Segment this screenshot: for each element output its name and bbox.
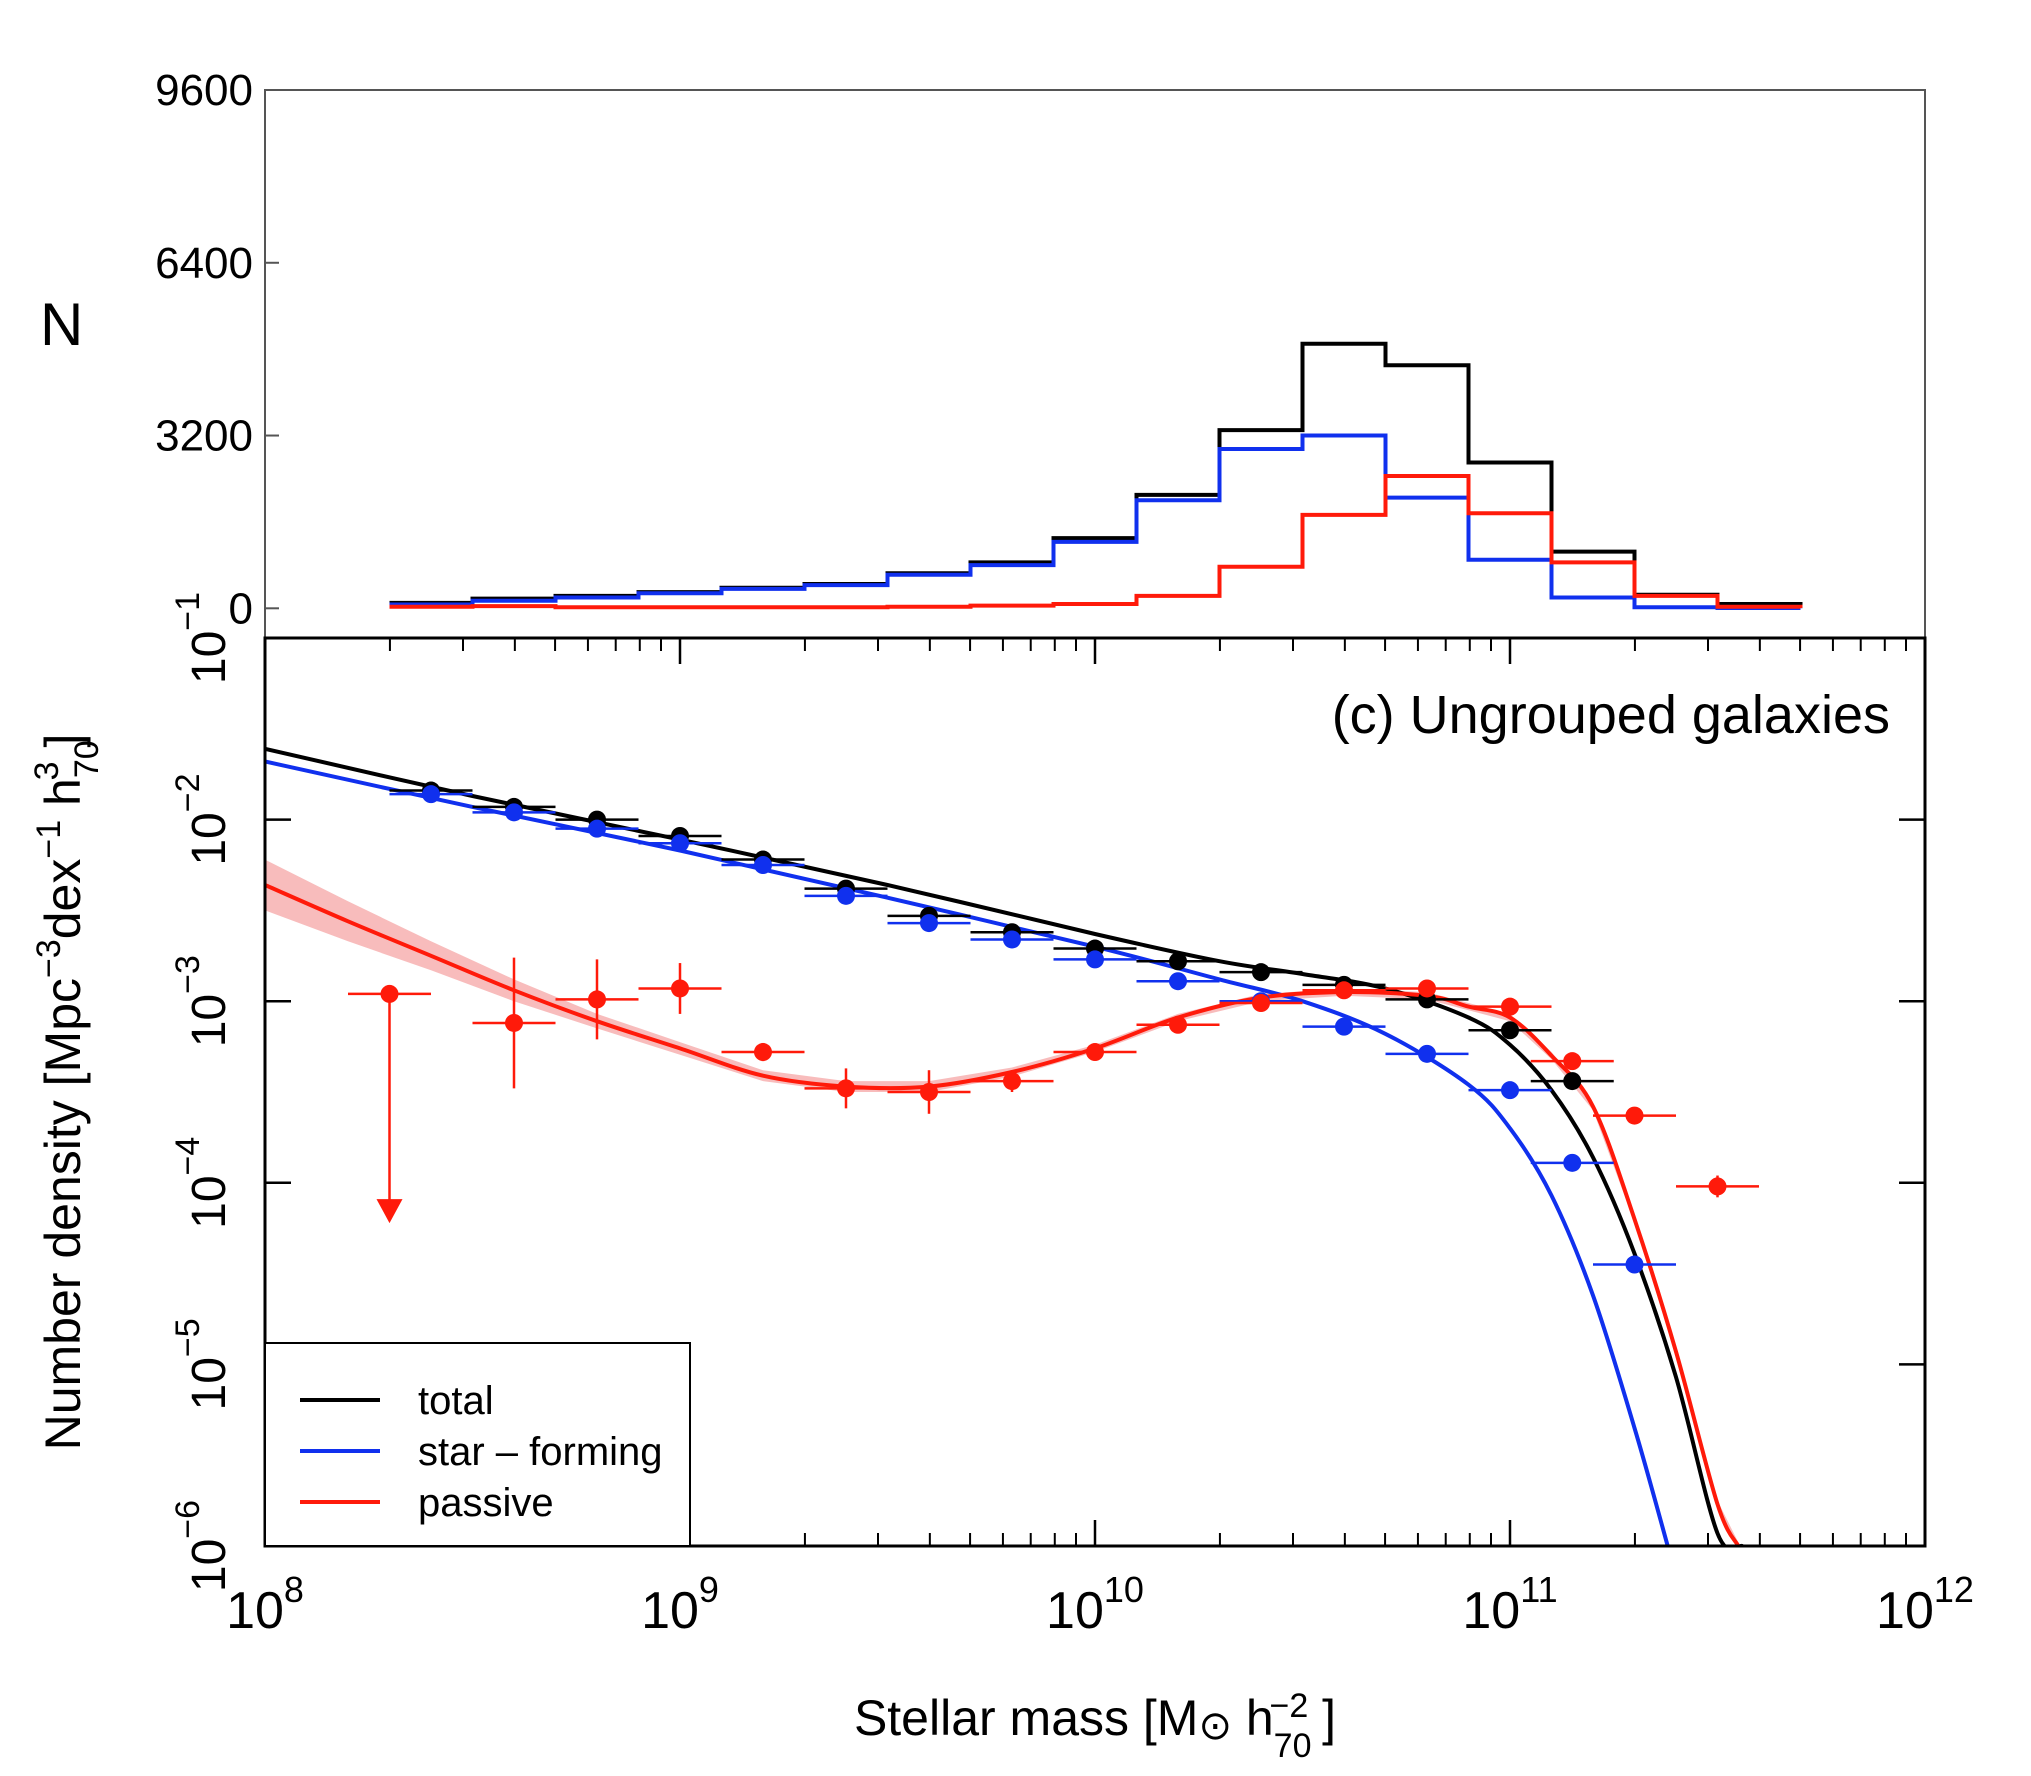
point-passive — [754, 1043, 772, 1062]
hist-star-forming — [389, 433, 1803, 610]
ytick-label: 10−3 — [169, 955, 236, 1047]
point-passive — [588, 990, 606, 1009]
point-passive — [671, 979, 689, 998]
point-star-forming — [1418, 1044, 1436, 1063]
x-axis-title: Stellar mass [M⊙ h70−2 ] — [854, 1687, 1336, 1765]
y-title-sup2: −1 — [30, 820, 68, 859]
point-star-forming — [754, 856, 772, 874]
top-ytick-label: 0 — [229, 584, 253, 633]
y-axis-title: Number density [Mpc−3dex−1 h703 ] — [28, 734, 106, 1451]
ytick-label: 10−5 — [169, 1318, 236, 1410]
point-star-forming — [1501, 1081, 1519, 1100]
point-passive — [1563, 1052, 1582, 1071]
passive-fit-band — [265, 859, 1739, 1546]
x-title-c: ] — [1308, 1690, 1336, 1746]
top-ytick-label: 3200 — [155, 412, 253, 461]
point-star-forming — [1003, 930, 1021, 949]
point-passive — [1335, 981, 1353, 1000]
point-passive — [1625, 1106, 1644, 1125]
legend: total star – forming passive — [264, 1342, 691, 1547]
legend-box — [264, 1342, 691, 1547]
x-title-sub: 70 — [1274, 1727, 1312, 1765]
x-title-b: h — [1232, 1690, 1274, 1746]
point-star-forming — [588, 819, 606, 838]
top-ytick-label: 9600 — [155, 66, 253, 115]
ytick-label: 10−4 — [169, 1137, 236, 1229]
point-passive — [837, 1079, 855, 1098]
point-total — [1563, 1072, 1582, 1091]
legend-label: star – forming — [418, 1430, 663, 1474]
point-star-forming — [1169, 972, 1187, 991]
point-star-forming — [1335, 1017, 1353, 1036]
top-ylabel: N — [40, 291, 83, 358]
point-passive — [1003, 1072, 1021, 1091]
point-passive — [920, 1083, 938, 1101]
point-passive — [505, 1013, 523, 1032]
bottom-plot-area — [265, 746, 1759, 1546]
top-panel-frame — [264, 89, 1926, 639]
point-star-forming — [920, 914, 938, 933]
upper-limit-arrow — [376, 1199, 403, 1224]
point-total — [1252, 963, 1270, 982]
point-star-forming — [422, 785, 440, 804]
hist-passive — [389, 474, 1803, 610]
y-title-a: Number density [Mpc — [35, 978, 91, 1450]
x-title-sup: −2 — [1270, 1687, 1309, 1725]
y-title-sup1: −3 — [30, 939, 68, 978]
xtick-label: 1011 — [1462, 1569, 1557, 1640]
point-total — [1501, 1021, 1519, 1040]
point-star-forming — [1625, 1255, 1644, 1274]
point-star-forming — [671, 834, 689, 853]
legend-label: total — [418, 1379, 494, 1423]
point-passive — [1252, 994, 1270, 1013]
y-title-c: h — [35, 778, 91, 820]
xtick-label: 1012 — [1876, 1569, 1974, 1640]
hist-total — [389, 341, 1803, 608]
point-passive — [1086, 1043, 1104, 1062]
y-title-b: dex — [35, 859, 91, 940]
y-title-sup3: 3 — [28, 761, 66, 780]
point-passive — [1169, 1015, 1187, 1034]
top-ytick-label: 6400 — [155, 239, 253, 288]
xtick-label: 1010 — [1046, 1569, 1144, 1640]
point-star-forming — [837, 886, 855, 905]
panel-title: (c) Ungrouped galaxies — [1332, 685, 1890, 745]
point-total — [1169, 952, 1187, 971]
point-star-forming — [1086, 950, 1104, 969]
x-title-a: Stellar mass [M — [854, 1690, 1199, 1746]
ytick-label: 10−1 — [169, 592, 236, 684]
ytick-label: 10−2 — [169, 774, 236, 866]
x-title-sun: ⊙ — [1198, 1704, 1232, 1748]
point-star-forming — [1563, 1153, 1582, 1172]
point-passive — [1418, 979, 1436, 998]
y-title-sub: 70 — [68, 740, 106, 778]
xtick-label: 108 — [226, 1569, 304, 1640]
point-passive — [380, 984, 399, 1003]
y-title-d: ] — [35, 734, 91, 762]
ytick-label: 10−6 — [169, 1500, 236, 1592]
point-passive — [1501, 997, 1519, 1016]
legend-label: passive — [418, 1481, 554, 1525]
xtick-label: 109 — [641, 1569, 719, 1640]
point-star-forming — [505, 803, 523, 822]
point-passive — [1708, 1177, 1727, 1196]
